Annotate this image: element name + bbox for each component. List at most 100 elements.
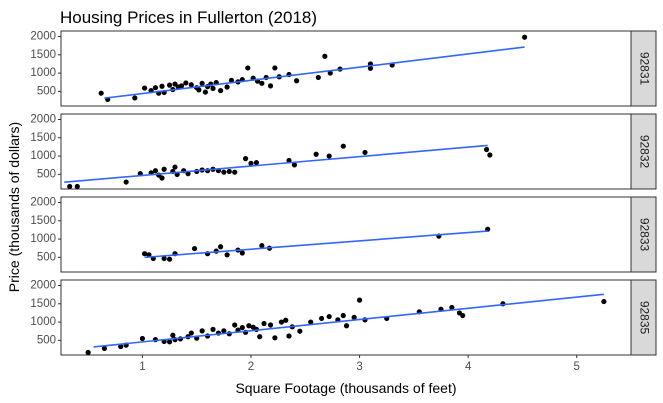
y-tick-label: 500 [37, 251, 56, 263]
data-point [170, 332, 176, 338]
data-point [313, 151, 319, 157]
data-point [196, 87, 202, 93]
facet-panels: 92831 500 1000 1500 2000 92832 500 1000 1500 2000… [30, 30, 657, 356]
y-tick-label: 1000 [30, 316, 56, 328]
trend-line [104, 46, 525, 99]
data-point [161, 166, 167, 172]
data-point [286, 333, 292, 339]
trend-line [93, 293, 604, 348]
facet-strip [630, 30, 657, 107]
y-tick-label: 1000 [30, 150, 56, 162]
data-point [245, 65, 251, 71]
data-point [74, 183, 80, 190]
facet-strip-label: 92835 [637, 301, 651, 335]
x-tick-label: 2 [248, 361, 254, 373]
data-point [248, 160, 254, 166]
y-tick-label: 1500 [30, 298, 56, 310]
data-point [326, 153, 332, 159]
trend-line [144, 230, 488, 259]
data-point [221, 169, 227, 175]
data-point [188, 330, 194, 336]
y-tick-label: 500 [37, 334, 56, 346]
chart-title: Housing Prices in Fullerton (2018) [60, 8, 317, 27]
panel-border [60, 113, 632, 190]
y-tick-label: 1500 [30, 49, 56, 61]
data-point [191, 245, 198, 252]
data-point [210, 326, 216, 332]
data-point [283, 317, 289, 323]
data-point [159, 83, 165, 89]
data-point [101, 345, 108, 352]
data-point [278, 319, 284, 325]
data-point [267, 322, 274, 328]
data-point [139, 335, 146, 342]
data-point [449, 304, 455, 311]
data-point [259, 80, 265, 86]
data-point [118, 343, 124, 350]
data-point [286, 157, 292, 164]
data-point [351, 314, 357, 320]
y-tick-label: 500 [37, 168, 56, 180]
data-point [228, 77, 235, 83]
data-point [159, 175, 165, 181]
data-point [239, 250, 245, 256]
facet-strip [630, 113, 657, 190]
facet-strip-label: 92831 [637, 52, 651, 86]
data-point [367, 65, 374, 71]
data-point [272, 335, 278, 341]
data-point [218, 88, 224, 94]
data-point [460, 312, 466, 319]
data-point [152, 85, 159, 91]
data-point [210, 85, 216, 92]
data-point [226, 168, 232, 175]
data-point [239, 324, 245, 331]
data-point [202, 89, 208, 95]
y-tick-label: 1500 [30, 215, 56, 227]
data-point [356, 297, 363, 303]
data-point [152, 168, 159, 174]
facet-strip [630, 279, 657, 356]
data-point [601, 298, 607, 305]
trend-line [64, 144, 488, 184]
y-tick-label: 2000 [30, 280, 56, 292]
data-point [322, 53, 328, 59]
data-point [522, 34, 528, 40]
data-point [340, 143, 346, 149]
data-point [199, 80, 205, 86]
facet-strip-label: 92833 [637, 218, 651, 252]
data-point [484, 146, 490, 153]
data-point [178, 83, 185, 89]
x-tick-label: 5 [574, 361, 580, 373]
facet-panel-92832: 92832 500 1000 1500 2000 [30, 113, 657, 190]
data-point [261, 320, 267, 327]
facet-panel-92831: 92831 500 1000 1500 2000 [30, 30, 657, 107]
data-point [362, 149, 368, 156]
data-point [166, 339, 173, 345]
data-point [294, 78, 300, 84]
y-tick-label: 500 [37, 85, 56, 97]
data-point [326, 313, 332, 320]
data-point [98, 90, 104, 96]
data-point [224, 84, 230, 90]
x-tick-label: 1 [139, 361, 145, 373]
data-point [327, 70, 333, 76]
data-point [297, 328, 303, 334]
x-axis-title: Square Footage (thousands of feet) [235, 380, 456, 396]
data-point [291, 162, 298, 168]
data-point [308, 319, 314, 325]
y-tick-label: 2000 [30, 197, 56, 209]
x-tick-label: 3 [356, 361, 362, 373]
data-point [232, 169, 238, 175]
data-point [183, 80, 189, 86]
y-axis-title: Price (thousands of dollars) [6, 122, 22, 292]
facet-panel-92835: 92835 500 1000 1500 2000 [30, 279, 657, 356]
data-point [318, 315, 325, 322]
data-point [166, 256, 173, 262]
data-point [188, 82, 194, 88]
data-point [253, 160, 260, 166]
data-point [146, 252, 152, 258]
data-point [224, 252, 230, 258]
data-point [161, 255, 167, 262]
data-point [232, 322, 238, 328]
